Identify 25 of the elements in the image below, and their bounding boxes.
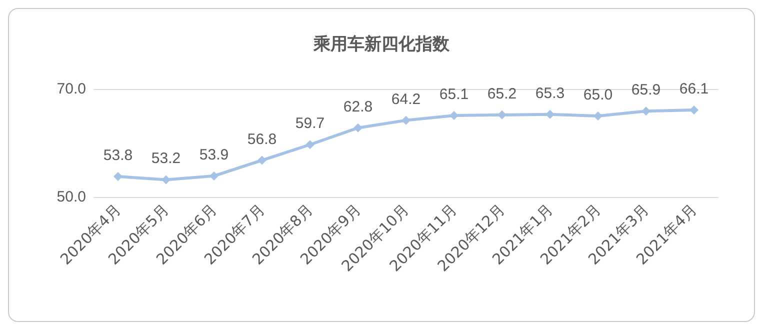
data-label: 62.8: [343, 98, 373, 116]
point: [114, 172, 122, 181]
data-label: 65.3: [535, 84, 565, 102]
data-label: 65.0: [583, 86, 613, 104]
data-label: 59.7: [295, 115, 325, 132]
data-label: 66.1: [679, 80, 709, 98]
data-label: 53.9: [199, 146, 229, 164]
data-label: 53.8: [103, 146, 133, 164]
point: [594, 112, 602, 120]
point: [402, 116, 410, 125]
point: [210, 171, 218, 180]
point: [258, 156, 266, 165]
data-label: 64.2: [391, 90, 421, 108]
data-label: 65.9: [631, 82, 661, 99]
y-tick-label: 70.0: [56, 80, 86, 98]
point: [690, 106, 698, 115]
data-label: 56.8: [247, 130, 277, 148]
data-label: 65.2: [487, 85, 517, 102]
y-tick-label: 50.0: [56, 188, 86, 206]
chart-title: 乘用车新四化指数: [312, 34, 450, 54]
data-label: 65.1: [439, 86, 469, 103]
point: [306, 140, 314, 150]
data-label: 53.2: [151, 150, 181, 168]
point: [162, 175, 170, 184]
point: [354, 123, 362, 132]
